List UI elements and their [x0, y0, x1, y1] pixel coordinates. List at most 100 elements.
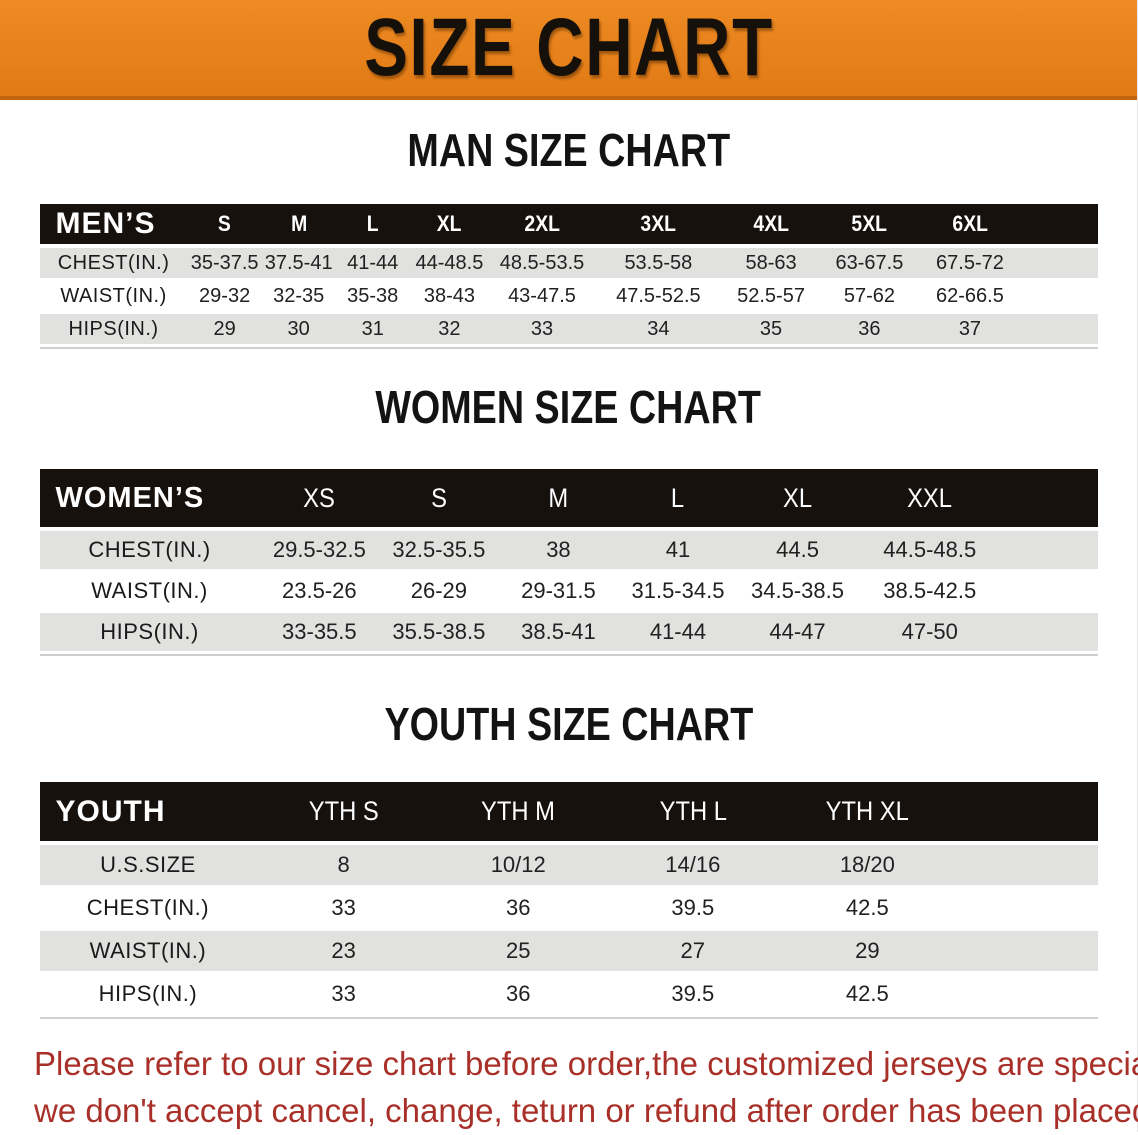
- row-spacer: [954, 931, 1098, 974]
- measurement-label: HIPS(IN.): [39, 613, 260, 654]
- measurement-value: 23.5-26: [259, 572, 380, 613]
- size-column-header: 5XL: [820, 204, 919, 248]
- measurement-value: 23: [256, 931, 431, 974]
- size-column-header: 4XL: [721, 204, 821, 248]
- measurement-label: WAIST(IN.): [39, 281, 188, 314]
- measurement-value: 29: [187, 314, 262, 347]
- measurement-row: WAIST(IN.) 23.5-26 26-29 29-31.5 31.5-34.5 34…: [39, 572, 1098, 613]
- youth-section-heading-text: YOUTH SIZE CHART: [384, 698, 753, 750]
- measurement-value: 47-50: [857, 613, 1003, 654]
- measurement-row: CHEST(IN.) 35-37.5 37.5-41 41-44 44-48.5 48.5…: [39, 248, 1098, 281]
- measurement-value: 29: [780, 931, 955, 974]
- measurement-value: 57-62: [820, 281, 919, 314]
- size-column-header: S: [187, 204, 262, 248]
- measurement-value: 63-67.5: [820, 248, 919, 281]
- measurement-value: 42.5: [780, 888, 955, 931]
- measurement-row: U.S.SIZE 8 10/12 14/16 18/20: [39, 845, 1098, 888]
- measurement-value: 62-66.5: [918, 281, 1022, 314]
- size-column-header-text: XL: [782, 482, 813, 513]
- measurement-value: 39.5: [605, 888, 781, 931]
- measurement-value: 34.5-38.5: [737, 572, 858, 613]
- size-column-header: L: [618, 469, 738, 531]
- size-column-header-text: L: [366, 211, 379, 236]
- size-column-header-text: 6XL: [952, 211, 988, 236]
- row-spacer: [954, 888, 1098, 931]
- measurement-value: 67.5-72: [918, 248, 1022, 281]
- women-section-heading: WOMEN SIZE CHART: [0, 381, 1137, 445]
- measurement-label: U.S.SIZE: [39, 845, 257, 888]
- size-column-header-text: 3XL: [640, 211, 677, 236]
- size-column-header-text: YTH XL: [825, 796, 909, 826]
- size-column-header: M: [498, 469, 619, 531]
- measurement-value: 30: [261, 314, 336, 347]
- measurement-row: CHEST(IN.) 29.5-32.5 32.5-35.5 38 41 44.5 44.5…: [39, 531, 1098, 572]
- table-corner-label: MEN’S: [39, 204, 188, 248]
- size-header-row: MEN’S S M L XL 2XL 3XL 4XL 5XL 6XL: [39, 204, 1098, 248]
- measurement-value: 14/16: [605, 845, 781, 888]
- measurement-row: HIPS(IN.) 29 30 31 32 33 34 35 36 37: [39, 314, 1098, 347]
- youth-section-heading: YOUTH SIZE CHART: [0, 698, 1137, 762]
- header-spacer: [1002, 469, 1098, 531]
- measurement-value: 32-35: [261, 281, 336, 314]
- banner-title: SIZE CHART: [363, 2, 774, 93]
- measurement-value: 41-44: [618, 613, 738, 654]
- measurement-label: WAIST(IN.): [39, 572, 260, 613]
- size-column-header-text: YTH S: [308, 796, 379, 826]
- measurement-value: 47.5-52.5: [594, 281, 722, 314]
- measurement-value: 26-29: [379, 572, 499, 613]
- measurement-label: HIPS(IN.): [39, 974, 257, 1017]
- measurement-label: CHEST(IN.): [39, 248, 188, 281]
- women-section-heading-text: WOMEN SIZE CHART: [375, 381, 762, 433]
- size-column-header: XL: [737, 469, 858, 531]
- size-column-header-text: M: [290, 211, 307, 236]
- measurement-value: 39.5: [605, 974, 781, 1017]
- measurement-value: 27: [605, 931, 781, 974]
- measurement-value: 35: [721, 314, 821, 347]
- size-column-header: XXL: [857, 469, 1003, 531]
- measurement-row: CHEST(IN.) 33 36 39.5 42.5: [39, 888, 1098, 931]
- measurement-value: 32.5-35.5: [379, 531, 499, 572]
- size-column-header-text: M: [548, 482, 569, 513]
- size-chart-banner: SIZE CHART: [0, 0, 1137, 100]
- measurement-value: 42.5: [780, 974, 955, 1017]
- row-spacer: [1002, 531, 1098, 572]
- row-spacer: [1021, 281, 1098, 314]
- men-section-heading: MAN SIZE CHART: [0, 124, 1137, 188]
- size-column-header-text: 4XL: [753, 211, 789, 236]
- row-spacer: [1002, 572, 1098, 613]
- measurement-value: 44.5-48.5: [857, 531, 1003, 572]
- measurement-value: 37: [918, 314, 1022, 347]
- measurement-value: 36: [820, 314, 919, 347]
- measurement-value: 33: [489, 314, 595, 347]
- measurement-value: 29.5-32.5: [259, 531, 380, 572]
- measurement-value: 44-48.5: [409, 248, 490, 281]
- table-corner-label: YOUTH: [39, 782, 257, 845]
- measurement-value: 48.5-53.5: [489, 248, 595, 281]
- size-column-header: YTH L: [605, 782, 781, 845]
- row-spacer: [954, 845, 1098, 888]
- header-spacer: [1021, 204, 1098, 248]
- size-header-row: WOMEN’S XS S M L XL XXL: [39, 469, 1098, 531]
- measurement-value: 10/12: [430, 845, 606, 888]
- men-size-table: MEN’S S M L XL 2XL 3XL 4XL 5XL 6XL CHEST(IN.) 35-37…: [39, 204, 1098, 349]
- size-column-header: 3XL: [594, 204, 722, 248]
- size-column-header: L: [335, 204, 410, 248]
- order-disclaimer-line1: Please refer to our size chart before or…: [34, 1045, 1138, 1082]
- measurement-value: 37.5-41: [261, 248, 336, 281]
- measurement-value: 36: [430, 974, 606, 1017]
- size-column-header: XL: [409, 204, 490, 248]
- measurement-value: 32: [409, 314, 490, 347]
- measurement-value: 43-47.5: [489, 281, 595, 314]
- size-column-header-text: XXL: [907, 482, 953, 513]
- measurement-value: 18/20: [780, 845, 955, 888]
- row-spacer: [1021, 314, 1098, 347]
- men-section-heading-text: MAN SIZE CHART: [407, 124, 730, 176]
- size-column-header-text: L: [671, 482, 685, 513]
- youth-size-table: YOUTH YTH S YTH M YTH L YTH XL U.S.SIZE 8 10/12…: [39, 782, 1098, 1019]
- size-column-header-text: XL: [437, 211, 462, 236]
- header-spacer: [954, 782, 1098, 845]
- measurement-row: HIPS(IN.) 33 36 39.5 42.5: [39, 974, 1098, 1017]
- row-spacer: [1021, 248, 1098, 281]
- measurement-value: 8: [256, 845, 431, 888]
- size-column-header: 2XL: [489, 204, 595, 248]
